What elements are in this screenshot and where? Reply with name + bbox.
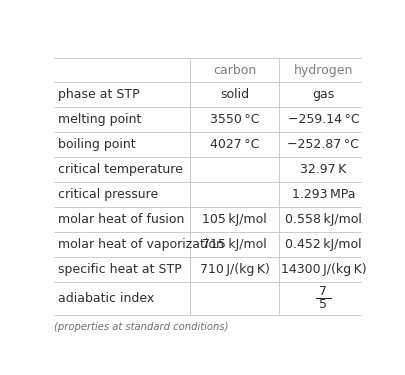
Text: 715 kJ/mol: 715 kJ/mol bbox=[202, 238, 267, 251]
Text: −259.14 °C: −259.14 °C bbox=[288, 113, 359, 126]
Text: molar heat of vaporization: molar heat of vaporization bbox=[58, 238, 224, 251]
Text: carbon: carbon bbox=[213, 64, 256, 77]
Text: 710 J/(kg K): 710 J/(kg K) bbox=[200, 262, 270, 276]
Text: 32.97 K: 32.97 K bbox=[300, 163, 347, 176]
Text: 1.293 MPa: 1.293 MPa bbox=[292, 188, 355, 201]
Text: 7: 7 bbox=[320, 285, 327, 298]
Text: hydrogen: hydrogen bbox=[294, 64, 353, 77]
Text: adiabatic index: adiabatic index bbox=[58, 292, 155, 305]
Text: 5: 5 bbox=[320, 298, 327, 311]
Text: solid: solid bbox=[220, 88, 249, 101]
Text: molar heat of fusion: molar heat of fusion bbox=[58, 213, 185, 226]
Text: melting point: melting point bbox=[58, 113, 142, 126]
Text: 4027 °C: 4027 °C bbox=[210, 138, 259, 151]
Text: specific heat at STP: specific heat at STP bbox=[58, 262, 182, 276]
Text: gas: gas bbox=[312, 88, 335, 101]
Text: (properties at standard conditions): (properties at standard conditions) bbox=[54, 322, 228, 332]
Text: phase at STP: phase at STP bbox=[58, 88, 140, 101]
Text: 105 kJ/mol: 105 kJ/mol bbox=[202, 213, 267, 226]
Text: 0.452 kJ/mol: 0.452 kJ/mol bbox=[285, 238, 362, 251]
Text: 3550 °C: 3550 °C bbox=[210, 113, 260, 126]
Text: −252.87 °C: −252.87 °C bbox=[288, 138, 359, 151]
Text: 14300 J/(kg K): 14300 J/(kg K) bbox=[281, 262, 366, 276]
Text: 0.558 kJ/mol: 0.558 kJ/mol bbox=[285, 213, 362, 226]
Text: critical temperature: critical temperature bbox=[58, 163, 183, 176]
Text: critical pressure: critical pressure bbox=[58, 188, 159, 201]
Text: boiling point: boiling point bbox=[58, 138, 136, 151]
